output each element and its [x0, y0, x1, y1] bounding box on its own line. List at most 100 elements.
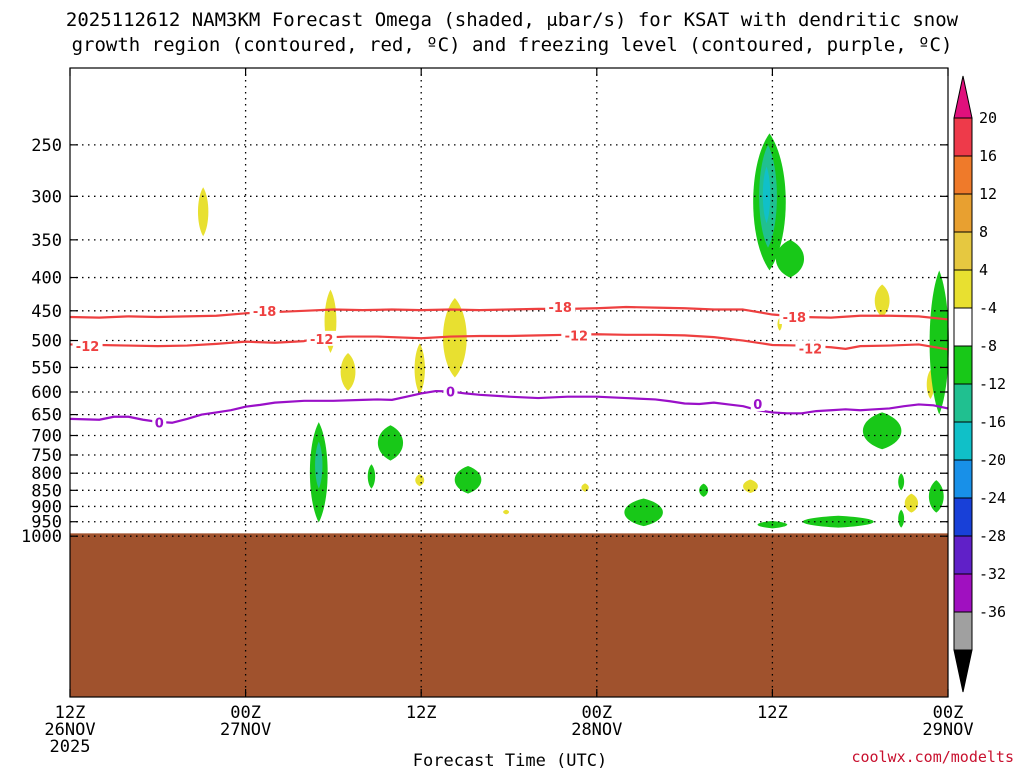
colorbar-bin: [953, 117, 973, 157]
omega-sink-green-7: [624, 498, 663, 527]
colorbar-bin: [953, 231, 973, 271]
omega-ascent-yellow-13: [904, 493, 919, 513]
y-axis: 2503003504004505005506006507007508008509…: [21, 136, 948, 547]
omega-sink-green-15: [929, 270, 949, 415]
dgz-minus12-label: -12: [310, 333, 334, 348]
freezing-level-line: [69, 389, 949, 424]
y-tick-label: 250: [31, 136, 62, 156]
plot-area: -18 -18 -18 -12 -12 -12 -12 0 0 0: [69, 67, 949, 698]
colorbar-bin: [953, 269, 973, 309]
dgz-minus18-label-bg: [545, 298, 576, 314]
y-tick-label: 600: [31, 383, 62, 403]
omega-ascent-yellow-7: [503, 509, 510, 515]
colorbar-label: -8: [979, 337, 997, 355]
y-tick-label: 750: [31, 446, 62, 466]
colorbar: 20 16 12 8 4 -4 -8 -12 -16 -20 -24 -28 -32 -36: [953, 75, 1006, 693]
omega-sink-green-12: [898, 473, 905, 491]
x-tick-label: 26NOV: [44, 720, 95, 740]
colorbar-bin: [953, 193, 973, 233]
colorbar-label: -20: [979, 451, 1006, 469]
colorbar-label: -16: [979, 413, 1006, 431]
colorbar-bottom-arrow: [953, 649, 973, 693]
colorbar-bin: [953, 459, 973, 499]
y-tick-label: 700: [31, 427, 62, 447]
colorbar-label: 8: [979, 223, 988, 241]
omega-ascent-yellow-6: [415, 474, 425, 487]
freezing-level-label: 0: [753, 398, 762, 413]
colorbar-bin: [953, 421, 973, 461]
omega-sink-green-14: [928, 480, 944, 513]
y-tick-label: 950: [31, 513, 62, 533]
x-tick-label: 27NOV: [220, 720, 271, 740]
dgz-minus12-label-bg: [561, 327, 592, 343]
dgz-minus12-label: -12: [565, 329, 589, 344]
colorbar-label: 4: [979, 261, 988, 279]
dgz-minus12-label-bg: [72, 338, 103, 354]
dgz-minus18-label-bg: [249, 302, 280, 318]
omega-sink-green-5: [377, 425, 404, 461]
colorbar-label: -24: [979, 489, 1006, 507]
colorbar-bin: [953, 155, 973, 195]
omega-sink-green-4: [367, 464, 376, 489]
colorbar-label: 20: [979, 109, 997, 127]
y-tick-label: 900: [31, 497, 62, 517]
freezing-level-label-bg: [750, 395, 765, 411]
dgz-minus18-label: -18: [548, 301, 572, 316]
y-tick-label: 850: [31, 481, 62, 501]
freezing-level-label-bg: [152, 414, 167, 430]
colorbar-label: -12: [979, 375, 1006, 393]
colorbar-label: 12: [979, 185, 997, 203]
omega-ascent-yellow-8: [581, 483, 589, 492]
y-tick-label: 1000: [21, 527, 62, 547]
colorbar-label: -32: [979, 565, 1006, 583]
omega-sink-green-8: [699, 483, 709, 497]
colorbar-bin: [953, 307, 973, 347]
omega-ascent-yellow-11: [874, 284, 890, 317]
dgz-minus12-label: -12: [799, 342, 823, 357]
x-axis-label: Forecast Time (UTC): [413, 751, 607, 768]
y-tick-label: 300: [31, 187, 62, 207]
omega-ascent-yellow-4: [414, 343, 425, 395]
omega-sink-green-11: [862, 412, 902, 450]
colorbar-top-arrow: [953, 75, 973, 119]
chart-title-line1: 2025112612 NAM3KM Forecast Omega (shaded…: [66, 9, 959, 31]
omega-ascent-yellow-1: [197, 187, 209, 237]
y-tick-label: 800: [31, 464, 62, 484]
colorbar-label: -36: [979, 603, 1006, 621]
dgz-minus12-label-bg: [306, 330, 337, 346]
credit-text: coolwx.com/modelts: [851, 748, 1014, 766]
y-tick-label: 650: [31, 406, 62, 426]
omega-ascent-yellow-3: [340, 352, 356, 391]
omega-sink-green-2: [775, 239, 805, 278]
dgz-minus12-label: -12: [76, 340, 100, 355]
x-tick-label: 00Z: [230, 703, 261, 723]
freezing-level-label: 0: [155, 417, 164, 432]
dgz-minus12-label-bg: [795, 340, 826, 356]
x-tick-label: 28NOV: [571, 720, 622, 740]
plot-frame: [69, 67, 949, 698]
freezing-level-label: 0: [446, 386, 455, 401]
x-tick-label: 12Z: [55, 703, 86, 723]
omega-ascent-yellow-5: [443, 297, 467, 378]
chart-title-line2: growth region (contoured, red, ºC) and f…: [72, 34, 953, 56]
dgz-minus18-label-bg: [779, 308, 810, 324]
freezing-level-label-bg: [443, 383, 458, 399]
colorbar-label: -4: [979, 299, 997, 317]
colorbar-bin: [953, 535, 973, 575]
omega-ascent-yellow-9: [743, 479, 758, 493]
x-tick-label: 12Z: [406, 703, 437, 723]
y-tick-label: 500: [31, 332, 62, 352]
x-tick-label: 00Z: [933, 703, 964, 723]
dgz-minus18-label: -18: [783, 311, 807, 326]
x-tick-label: 12Z: [757, 703, 788, 723]
colorbar-bin: [953, 611, 973, 651]
colorbar-label: 16: [979, 147, 997, 165]
y-tick-label: 550: [31, 358, 62, 378]
colorbar-bin: [953, 497, 973, 537]
dgz-minus18-line: [69, 305, 949, 321]
y-tick-label: 350: [31, 231, 62, 251]
colorbar-bin: [953, 345, 973, 385]
colorbar-bin: [953, 573, 973, 613]
